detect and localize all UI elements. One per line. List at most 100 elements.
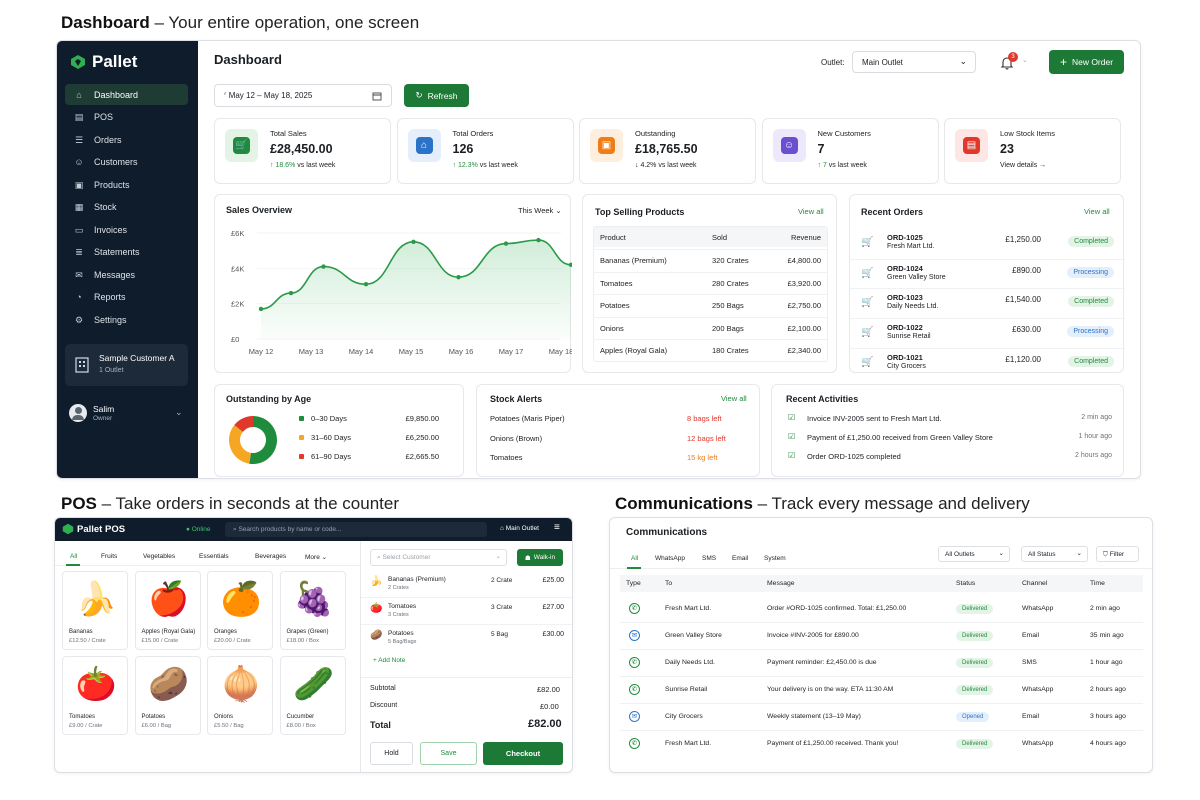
brand-logo[interactable]: Pallet: [70, 52, 137, 72]
pos-brand: Pallet POS: [77, 524, 126, 535]
sidebar-item-dashboard[interactable]: ⌂ Dashboard: [65, 84, 188, 105]
period-select[interactable]: This Week ⌄: [518, 206, 562, 215]
pos-outlet[interactable]: ⌂ Main Outlet: [500, 525, 539, 532]
table-row[interactable]: Apples (Royal Gala) 180 Crates £2,340.00: [594, 339, 827, 361]
filter-button[interactable]: ⛉ Filter: [1096, 546, 1139, 562]
product-tile[interactable]: 🍅 Tomatoes £9.00 / Crate: [62, 656, 128, 735]
comm-row[interactable]: ✆ Sunrise Retail Your delivery is on the w…: [620, 677, 1143, 704]
table-row[interactable]: Bananas (Premium) 320 Crates £4,800.00: [594, 249, 827, 271]
dashboard-heading: Dashboard – Your entire operation, one s…: [61, 13, 420, 32]
sales-point[interactable]: [456, 274, 461, 280]
user-menu[interactable]: Salim Owner ⌄: [69, 401, 189, 427]
product-tile[interactable]: 🧅 Onions £5.50 / Bag: [207, 656, 273, 735]
status-filter[interactable]: All Status ⌄: [1021, 546, 1088, 562]
sidebar-item-messages[interactable]: ✉ Messages: [65, 264, 188, 285]
donut-slice[interactable]: [249, 416, 277, 464]
cart-item[interactable]: 🥔 Potatoes 5 Bag/Bags 5 Bag £30.00: [361, 627, 572, 652]
comm-row[interactable]: ✆ Daily Needs Ltd. Payment reminder: £2,45…: [620, 650, 1143, 677]
stock-alert-product[interactable]: Onions (Brown): [490, 433, 543, 443]
stock-alert-product[interactable]: Tomatoes: [490, 453, 523, 462]
category-tab-vegetables[interactable]: Vegetables: [143, 553, 175, 560]
comm-row[interactable]: ✆ Fresh Mart Ltd. Order #ORD-1025 confirme…: [620, 596, 1143, 623]
sales-point[interactable]: [568, 262, 572, 267]
add-note-link[interactable]: + Add Note: [373, 657, 406, 664]
dashboard-window: Pallet ⌂ Dashboard ▤ POS ☰ Orders ☺ Customers ▣ P…: [56, 40, 1141, 479]
order-row[interactable]: 🛒 ORD-1021 City Grocers £1,120.00 Completed: [850, 347, 1125, 376]
product-tile[interactable]: 🍇 Grapes (Green) £18.00 / Box: [279, 571, 346, 650]
comm-row[interactable]: ✆ Fresh Mart Ltd. Payment of £1,250.00 rec…: [620, 731, 1143, 758]
save-button[interactable]: Save: [420, 742, 477, 765]
cart-item[interactable]: 🍌 Bananas (Premium) 2 Crates 2 Crate £25.00: [361, 573, 572, 598]
product-image: 🍊: [220, 580, 262, 617]
checkout-button[interactable]: Checkout: [483, 742, 563, 765]
cart-item[interactable]: 🍅 Tomatoes 3 Crates 3 Crate £27.00: [361, 600, 572, 625]
mail-icon: ✉: [75, 269, 83, 280]
table-row[interactable]: Onions 200 Bags £2,100.00: [594, 316, 827, 339]
sales-point[interactable]: [288, 290, 294, 296]
sidebar-item-orders[interactable]: ☰ Orders: [65, 129, 188, 150]
category-tab-beverages[interactable]: Beverages: [255, 553, 286, 560]
notifications-button[interactable]: 3: [998, 52, 1018, 72]
x-tick-label: May 18: [549, 347, 572, 356]
kpi-delta[interactable]: View details →: [1000, 162, 1046, 169]
sidebar-item-invoices[interactable]: ▭ Invoices: [65, 219, 188, 240]
table-row[interactable]: Potatoes 250 Bags £2,750.00: [594, 294, 827, 316]
sidebar-item-statements[interactable]: ≣ Statements: [65, 242, 188, 263]
donut-slice[interactable]: [234, 416, 253, 432]
outlet-select[interactable]: Main Outlet ⌄: [852, 51, 976, 73]
product-tile[interactable]: 🍌 Bananas £12.50 / Crate: [62, 571, 128, 650]
order-row[interactable]: 🛒 ORD-1023 Daily Needs Ltd. £1,540.00 Comple…: [850, 288, 1125, 316]
cart-item-image: 🥔: [370, 630, 383, 641]
sales-point[interactable]: [411, 239, 416, 245]
sales-point[interactable]: [536, 237, 541, 243]
customer-switcher[interactable]: Sample Customer A 1 Outlet: [65, 344, 188, 386]
category-tab-essentials[interactable]: Essentials: [199, 553, 229, 560]
select-customer-dropdown[interactable]: ⌕ Select Customer ⌄: [370, 549, 507, 566]
order-row[interactable]: 🛒 ORD-1024 Green Valley Store £890.00 Proces…: [850, 258, 1125, 287]
pos-search-input[interactable]: ⌕ Search products by name or code...: [225, 522, 487, 537]
refresh-button[interactable]: ↻ Refresh: [404, 84, 469, 107]
sales-point[interactable]: [321, 264, 326, 269]
comm-row[interactable]: ✉ City Grocers Weekly statement (13–19 May…: [620, 704, 1143, 731]
sidebar-item-stock[interactable]: ▦ Stock: [65, 197, 188, 218]
product-tile[interactable]: 🥒 Cucumber £8.00 / Box: [279, 656, 346, 735]
product-image: 🥒: [292, 665, 335, 702]
menu-icon[interactable]: ≡: [554, 522, 560, 533]
sales-point[interactable]: [363, 282, 369, 287]
stock-alert-product[interactable]: Potatoes (Maris Piper): [490, 414, 565, 423]
cart-icon: 🛒: [861, 356, 874, 368]
stock-alerts-view-all[interactable]: View all: [721, 394, 747, 403]
date-range-picker[interactable]: ⸢ May 12 – May 18, 2025: [214, 84, 392, 107]
sidebar-item-pos[interactable]: ▤ POS: [65, 107, 188, 128]
new-order-button[interactable]: + New Order: [1049, 50, 1124, 74]
outlets-filter[interactable]: All Outlets ⌄: [938, 546, 1010, 562]
product-tile[interactable]: 🍊 Oranges £20.00 / Crate: [207, 571, 273, 650]
top-selling-table: Product Sold Revenue Bananas (Premium) 320 C…: [593, 226, 828, 362]
comm-tab-whatsapp[interactable]: WhatsApp: [655, 555, 685, 562]
sales-point[interactable]: [258, 306, 264, 312]
order-row[interactable]: 🛒 ORD-1025 Fresh Mart Ltd. £1,250.00 Complet…: [850, 229, 1125, 257]
hold-button[interactable]: Hold: [370, 742, 413, 765]
category-tab-fruits[interactable]: Fruits: [101, 553, 117, 560]
product-tile[interactable]: 🥔 Potatoes £6.00 / Bag: [134, 656, 201, 735]
sidebar-item-reports[interactable]: ◔ Reports: [65, 287, 188, 308]
comm-tab-system[interactable]: System: [764, 555, 786, 562]
category-tab-all[interactable]: All: [66, 553, 80, 566]
comm-row[interactable]: ✉ Green Valley Store Invoice #INV-2005 for…: [620, 623, 1143, 650]
recent-orders-view-all[interactable]: View all: [1084, 207, 1110, 216]
sales-point[interactable]: [503, 241, 509, 246]
sidebar-item-settings[interactable]: ⚙ Settings: [65, 309, 188, 330]
category-tab-more[interactable]: More ⌄: [305, 554, 328, 561]
comm-tab-email[interactable]: Email: [732, 555, 748, 562]
comm-tab-all[interactable]: All: [627, 555, 641, 569]
table-row[interactable]: Tomatoes 280 Crates £3,920.00: [594, 271, 827, 294]
top-selling-view-all[interactable]: View all: [798, 207, 824, 216]
order-row[interactable]: 🛒 ORD-1022 Sunrise Retail £630.00 Processing: [850, 318, 1125, 346]
walkin-button[interactable]: ☗ Walk-in: [517, 549, 563, 566]
comm-tab-sms[interactable]: SMS: [702, 555, 716, 562]
donut-slice[interactable]: [229, 424, 251, 464]
sidebar-item-customers[interactable]: ☺ Customers: [65, 152, 188, 173]
sidebar-item-products[interactable]: ▣ Products: [65, 174, 188, 195]
product-tile[interactable]: 🍎 Apples (Royal Gala) £15.00 / Crate: [134, 571, 201, 650]
kpi-delta: ↑ 12.3% vs last week: [453, 162, 518, 169]
